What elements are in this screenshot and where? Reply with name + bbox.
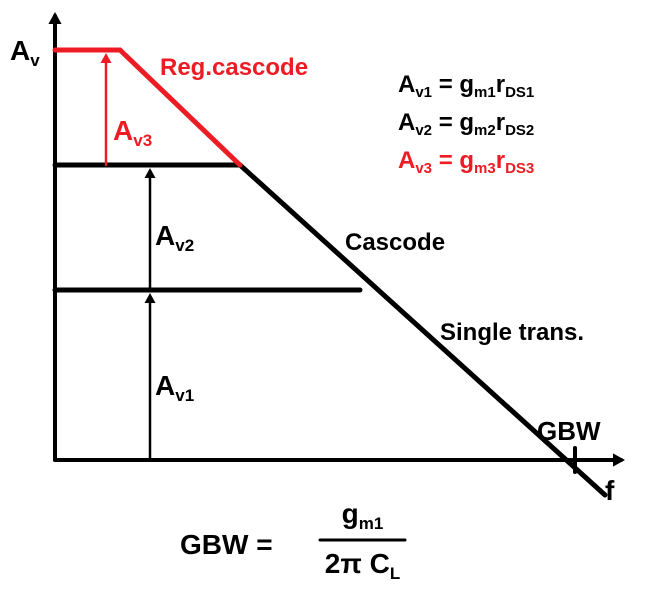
bode-plot-diagram: AvfGBWReg.cascodeCascodeSingle trans.Av1… bbox=[0, 0, 650, 603]
label-gbw-axis: GBW bbox=[537, 416, 601, 446]
gbw-eq-denominator: 2π CL bbox=[325, 548, 400, 583]
label-x-axis: f bbox=[605, 475, 615, 506]
label-reg-cascode: Reg.cascode bbox=[160, 54, 308, 81]
label-cascode: Cascode bbox=[345, 229, 445, 256]
label-single-trans: Single trans. bbox=[440, 319, 584, 346]
canvas-bg bbox=[0, 0, 650, 603]
gbw-eq-lhs: GBW = bbox=[180, 529, 273, 560]
